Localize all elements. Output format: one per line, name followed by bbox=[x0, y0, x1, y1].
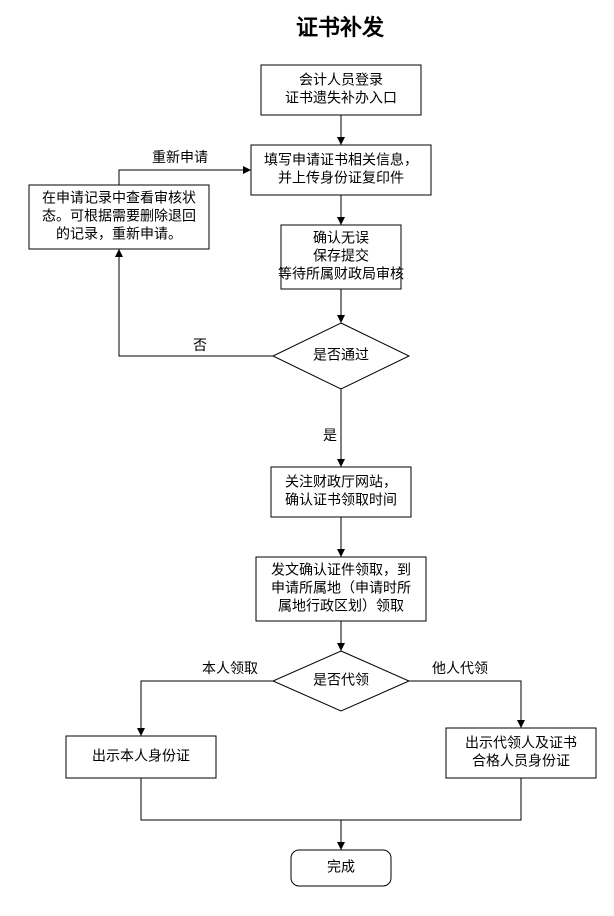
node-n9-line-0: 完成 bbox=[327, 859, 355, 875]
node-n1: 会计人员登录证书遗失补办入口 bbox=[261, 65, 421, 115]
edge-e12 bbox=[341, 778, 521, 820]
node-n4-line-1: 态。可根据需要删除退回 bbox=[42, 208, 196, 224]
node-n6-line-0: 发文确认证件领取，到 bbox=[271, 562, 411, 578]
edge-e5-label: 否 bbox=[193, 337, 207, 353]
node-n2-line-0: 填写申请证书相关信息， bbox=[264, 152, 418, 168]
node-d1-line-0: 是否通过 bbox=[313, 347, 369, 363]
edge-e9 bbox=[141, 681, 273, 736]
node-n4-line-0: 在申请记录中查看审核状 bbox=[42, 190, 196, 206]
edge-e9-label: 本人领取 bbox=[202, 660, 258, 676]
node-n7-line-0: 出示本人身份证 bbox=[92, 748, 190, 764]
node-n3-line-1: 保存提交 bbox=[313, 248, 369, 264]
node-n8: 出示代领人及证书合格人员身份证 bbox=[446, 728, 596, 778]
node-n6: 发文确认证件领取，到申请所属地（申请时所属地行政区划）领取 bbox=[256, 557, 426, 621]
node-n3: 确认无误保存提交等待所属财政局审核 bbox=[278, 225, 404, 289]
node-n3-line-0: 确认无误 bbox=[313, 230, 369, 246]
node-n8-line-1: 合格人员身份证 bbox=[472, 753, 570, 769]
node-n2-line-1: 并上传身份证复印件 bbox=[278, 170, 404, 186]
node-n6-line-2: 属地行政区划）领取 bbox=[278, 598, 404, 614]
node-n8-line-0: 出示代领人及证书 bbox=[465, 735, 577, 751]
edge-e11 bbox=[141, 778, 341, 850]
node-n4-line-2: 的记录，重新申请。 bbox=[56, 226, 182, 242]
edge-e6-label: 重新申请 bbox=[152, 149, 208, 165]
node-n6-line-1: 申请所属地（申请时所 bbox=[271, 580, 411, 596]
flowchart-title: 证书补发 bbox=[296, 15, 385, 40]
node-n7: 出示本人身份证 bbox=[66, 736, 216, 778]
edge-e4-label: 是 bbox=[323, 427, 337, 443]
edge-e6 bbox=[119, 170, 251, 185]
edge-e10 bbox=[409, 681, 521, 728]
node-n2: 填写申请证书相关信息， 并上传身份证复印件 bbox=[251, 145, 431, 195]
node-n3-line-2: 等待所属财政局审核 bbox=[278, 266, 404, 282]
node-d2-line-0: 是否代领 bbox=[313, 672, 369, 688]
node-d1: 是否通过 bbox=[273, 323, 409, 389]
node-n1-line-1: 证书遗失补办入口 bbox=[285, 90, 397, 106]
node-n5-line-1: 确认证书领取时间 bbox=[285, 492, 397, 508]
node-n5-line-0: 关注财政厅网站， bbox=[285, 474, 397, 490]
node-n4: 在申请记录中查看审核状态。可根据需要删除退回的记录，重新申请。 bbox=[29, 185, 209, 249]
node-n9: 完成 bbox=[291, 850, 391, 886]
node-n5: 关注财政厅网站， 确认证书领取时间 bbox=[271, 467, 411, 517]
node-d2: 是否代领 bbox=[273, 651, 409, 711]
node-n1-line-0: 会计人员登录 bbox=[299, 72, 383, 88]
edge-e10-label: 他人代领 bbox=[432, 660, 488, 676]
